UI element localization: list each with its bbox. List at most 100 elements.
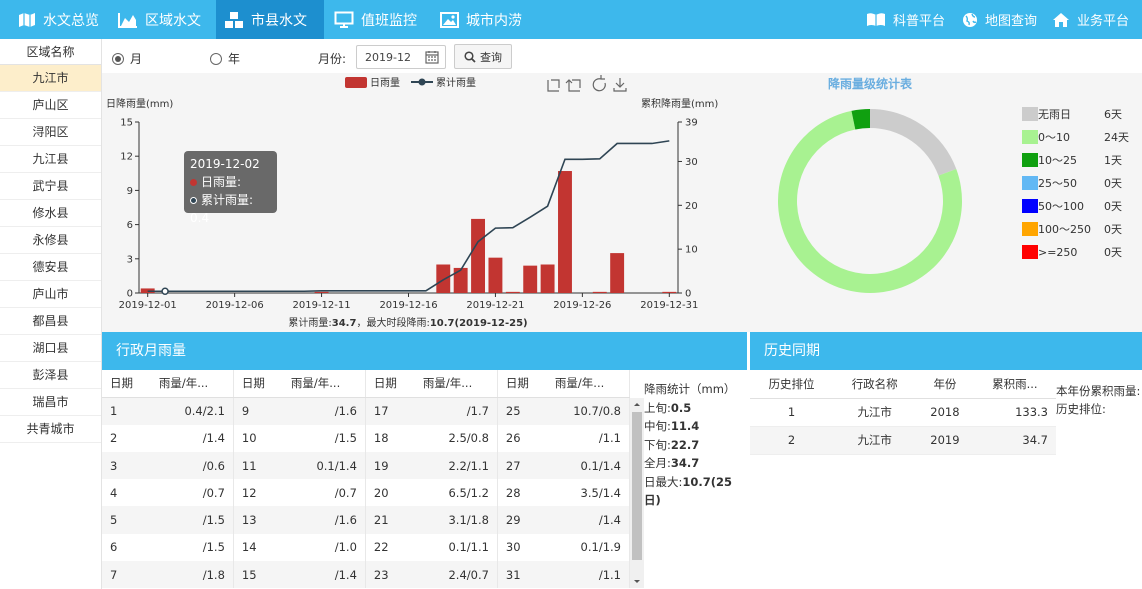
region-item[interactable]: 九江县 — [0, 146, 101, 173]
daily-rain-bar[interactable] — [610, 253, 625, 293]
rain-table-header-cell[interactable]: 日期 — [233, 370, 283, 398]
table-row[interactable]: 2/1.4 10/1.5 18 2.5/0.8 26/1.1 — [102, 424, 630, 452]
nav-science[interactable]: 科普平台 — [866, 0, 945, 39]
table-row[interactable]: 1 0.4/2.1 9/1.6 17/1.7 25 10.7/0.8 — [102, 397, 630, 425]
legend-line-dot[interactable] — [418, 78, 426, 86]
pie-legend-item[interactable]: 10～25 1天 — [1022, 152, 1142, 168]
daily-rain-bar[interactable] — [540, 264, 555, 294]
cubes-icon — [225, 11, 243, 28]
donut-slice[interactable] — [851, 109, 870, 130]
tooltip-cum-text: 累计雨量: 0.4 — [190, 193, 254, 225]
zoom-reset-icon[interactable] — [565, 79, 581, 92]
calendar-icon[interactable] — [425, 50, 439, 64]
month-input[interactable]: 2019-12 — [356, 45, 446, 69]
rain-table-header-cell[interactable]: 雨量/年... — [150, 370, 234, 398]
rain-table-cell: 0.1/1.4 — [282, 451, 366, 480]
radio-year[interactable]: 年 — [210, 50, 240, 67]
rain-table-cell: /1.5 — [150, 533, 234, 562]
table-row[interactable]: 5/1.5 13/1.6 21 3.1/1.8 29/1.4 — [102, 506, 630, 534]
nav-mapquery[interactable]: 地图查询 — [962, 0, 1037, 39]
scroll-up-icon[interactable] — [630, 398, 644, 410]
radio-month[interactable]: 月 — [112, 50, 142, 67]
control-bar: 月 年 月份: 2019-12 查询 — [102, 39, 1142, 73]
table-row[interactable]: 4/0.7 12/0.7 20 6.5/1.2 28 3.5/1.4 — [102, 479, 630, 507]
region-item[interactable]: 庐山市 — [0, 281, 101, 308]
rain-table-cell: 2.2/1.1 — [414, 451, 498, 480]
history-header: 历史同期 — [750, 332, 1142, 370]
daily-rain-bar[interactable] — [453, 267, 468, 293]
daily-rain-bar[interactable] — [471, 218, 486, 293]
scroll-down-icon[interactable] — [630, 576, 644, 588]
daily-rain-bar[interactable] — [558, 171, 572, 293]
region-item[interactable]: 修水县 — [0, 200, 101, 227]
daily-rain-bar[interactable] — [592, 291, 607, 293]
legend-line-label[interactable]: 累计雨量 — [436, 76, 476, 89]
legend-bar-label[interactable]: 日雨量 — [370, 77, 400, 89]
chart-legend[interactable]: 日雨量 累计雨量 — [345, 76, 476, 89]
daily-rain-bar[interactable] — [488, 257, 503, 293]
region-item[interactable]: 浔阳区 — [0, 119, 101, 146]
pie-legend-item[interactable]: >=250 0天 — [1022, 244, 1142, 260]
rain-table-header-cell[interactable]: 日期 — [102, 370, 151, 398]
rain-table-cell: 25 — [497, 397, 547, 425]
nav-overview[interactable]: 水文总览 — [10, 0, 107, 39]
rain-table-cell: /0.6 — [150, 451, 234, 480]
zoom-icon[interactable] — [547, 79, 560, 92]
daily-rain-bar[interactable] — [140, 288, 155, 293]
region-item[interactable]: 湖口县 — [0, 335, 101, 362]
table-row[interactable]: 6/1.5 14/1.0 22 0.1/1.1 30 0.1/1.9 — [102, 533, 630, 562]
table-row[interactable]: 7/1.8 15/1.4 23 2.4/0.7 31/1.1 — [102, 561, 630, 589]
table-row[interactable]: 1 九江市 2018 133.3 — [750, 398, 1056, 427]
rain-table-header-cell[interactable]: 日期 — [365, 370, 415, 398]
nav-business[interactable]: 业务平台 — [1052, 0, 1129, 39]
pie-legend-item[interactable]: 25～50 0天 — [1022, 175, 1142, 191]
pie-legend-item[interactable]: 无雨日 6天 — [1022, 106, 1142, 122]
region-item[interactable]: 德安县 — [0, 254, 101, 281]
rain-table-cell: 21 — [365, 506, 415, 534]
daily-rain-bar[interactable] — [436, 264, 451, 294]
history-header-cell[interactable]: 历史排位 — [750, 370, 834, 399]
rain-table-header-cell[interactable]: 雨量/年... — [546, 370, 630, 398]
nav-city[interactable]: 市县水文 — [216, 0, 324, 39]
region-item[interactable]: 共青城市 — [0, 416, 101, 443]
history-header-cell[interactable]: 年份 — [916, 370, 974, 399]
table-row[interactable]: 2 九江市 2019 34.7 — [750, 426, 1056, 455]
history-header-cell[interactable]: 行政名称 — [833, 370, 917, 399]
donut-slice[interactable] — [870, 109, 957, 176]
pie-legend-item[interactable]: 100～250 0天 — [1022, 221, 1142, 237]
rain-table-cell: 0.4/2.1 — [150, 397, 234, 425]
region-item[interactable]: 九江市 — [0, 65, 101, 92]
save-image-icon[interactable] — [613, 78, 627, 92]
region-item[interactable]: 彭泽县 — [0, 362, 101, 389]
radio-month-circle[interactable] — [112, 52, 124, 65]
scrollbar-thumb[interactable] — [632, 412, 642, 560]
cumulative-rain-point[interactable] — [161, 287, 169, 295]
daily-rain-bar[interactable] — [505, 291, 520, 293]
nav-region[interactable]: 区域水文 — [110, 0, 209, 39]
region-item[interactable]: 庐山区 — [0, 92, 101, 119]
rain-table-header-cell[interactable]: 雨量/年... — [414, 370, 498, 398]
daily-rain-bar[interactable] — [523, 265, 538, 293]
region-item[interactable]: 武宁县 — [0, 173, 101, 200]
rain-table-header-cell[interactable]: 雨量/年... — [282, 370, 366, 398]
region-item[interactable]: 永修县 — [0, 227, 101, 254]
pie-legend-item[interactable]: 0～10 24天 — [1022, 129, 1142, 145]
radio-year-circle[interactable] — [210, 52, 222, 65]
region-item[interactable]: 瑞昌市 — [0, 389, 101, 416]
table-scrollbar[interactable] — [630, 398, 644, 588]
rain-table-header-cell[interactable]: 日期 — [497, 370, 547, 398]
cumulative-rain-line[interactable] — [147, 140, 670, 293]
pie-legend-item[interactable]: 50～100 0天 — [1022, 198, 1142, 214]
month-input-value: 2019-12 — [365, 50, 411, 64]
nav-flood[interactable]: 城市内涝 — [432, 0, 530, 39]
table-row[interactable]: 3/0.6 11 0.1/1.4 19 2.2/1.1 27 0.1/1.4 — [102, 451, 630, 480]
daily-rain-bar[interactable] — [662, 291, 677, 293]
query-button[interactable]: 查询 — [454, 44, 512, 69]
restore-icon[interactable] — [592, 75, 606, 92]
history-header-cell[interactable]: 累积雨... — [973, 370, 1056, 399]
y-left-tick-label: 15 — [120, 118, 133, 129]
region-item[interactable]: 都昌县 — [0, 308, 101, 335]
legend-bar-swatch[interactable] — [345, 77, 367, 88]
daily-rain-bar[interactable] — [314, 291, 329, 293]
nav-duty[interactable]: 值班监控 — [326, 0, 425, 39]
